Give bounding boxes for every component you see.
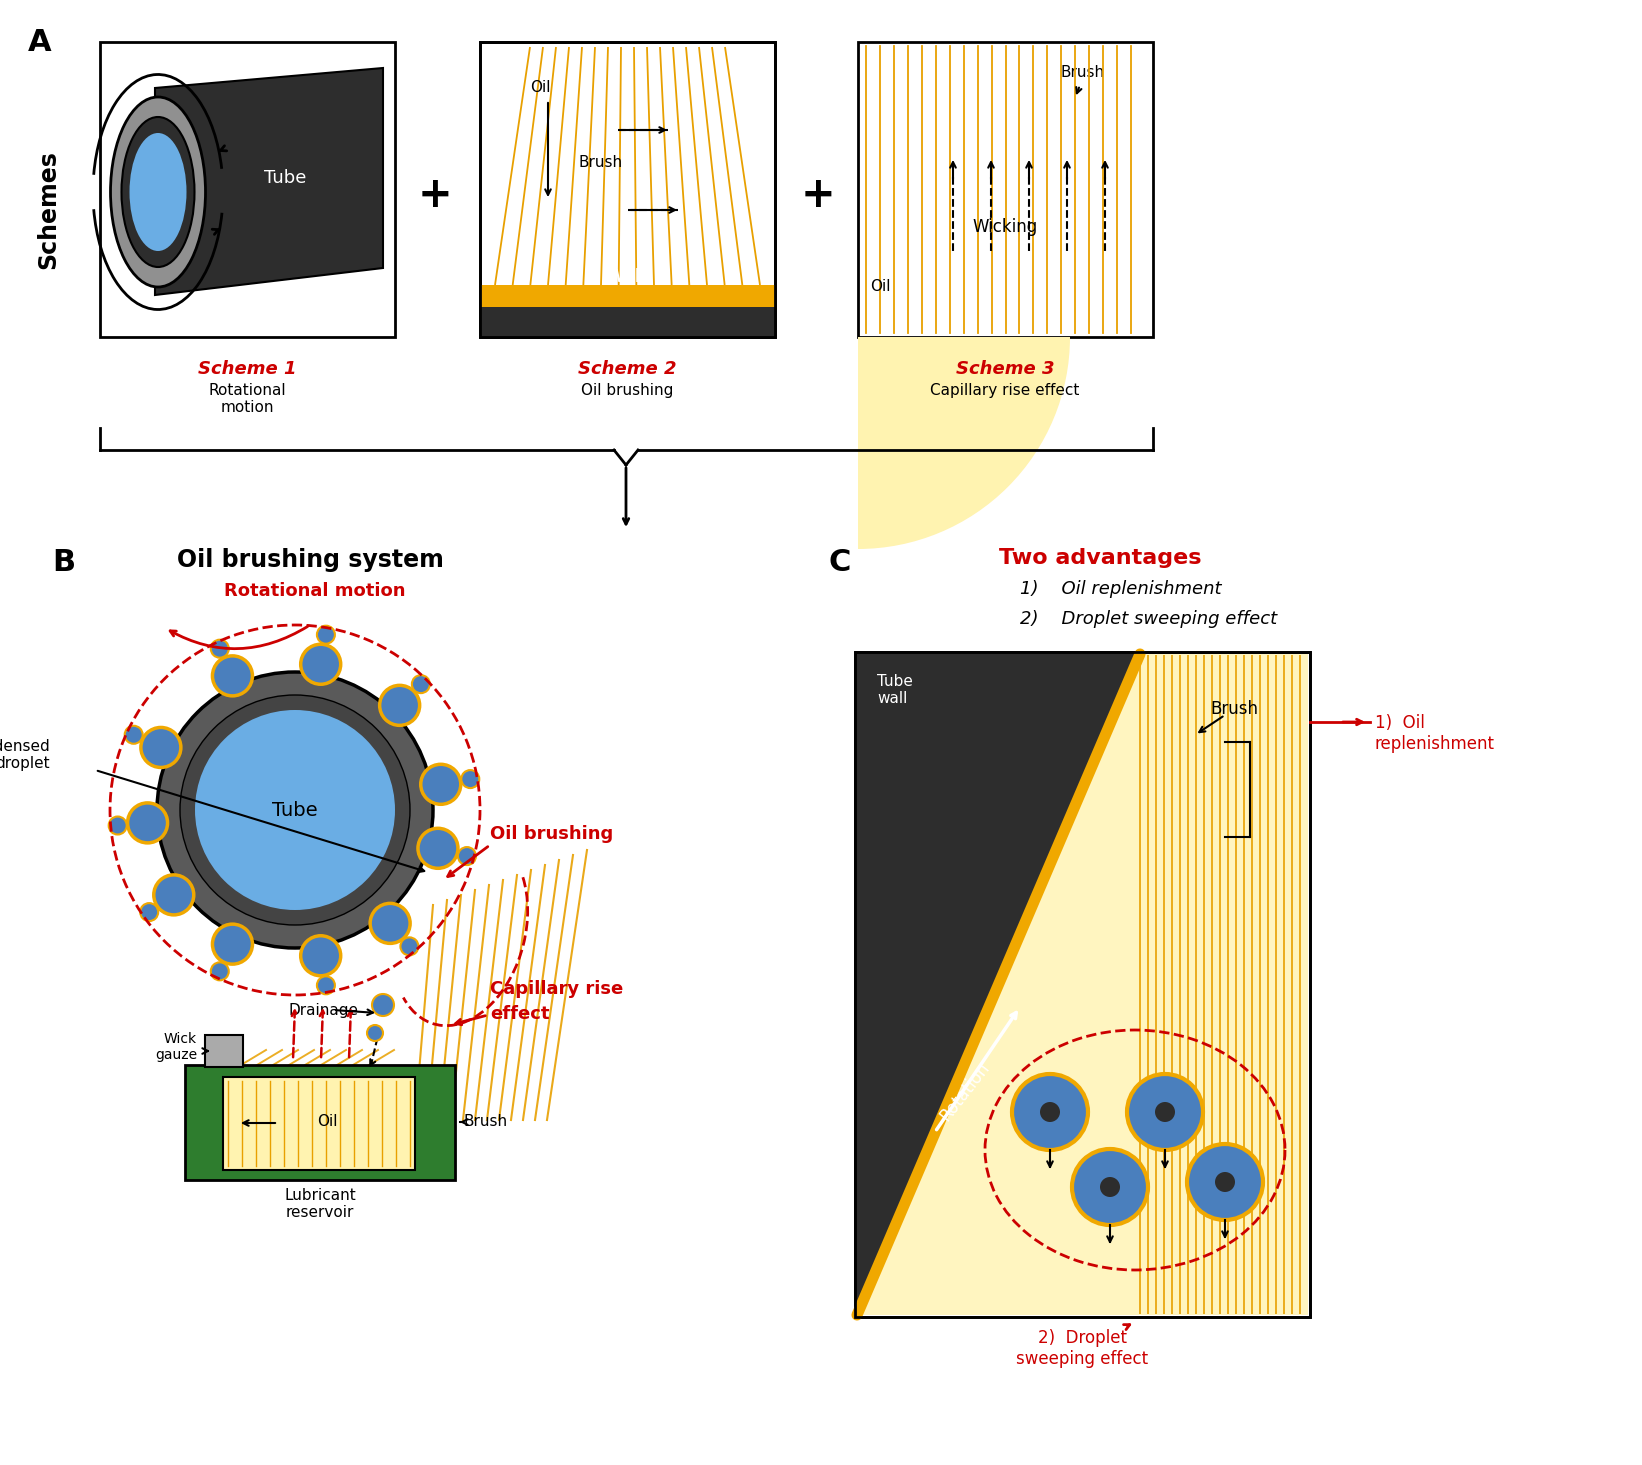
Polygon shape <box>857 653 1309 1316</box>
Circle shape <box>212 656 253 696</box>
Text: Wick
gauze: Wick gauze <box>154 1031 197 1062</box>
Wedge shape <box>859 337 1071 549</box>
Circle shape <box>461 771 479 788</box>
Text: Brush: Brush <box>1210 700 1258 718</box>
Text: Tube: Tube <box>264 168 305 188</box>
Circle shape <box>108 816 126 835</box>
Circle shape <box>1154 1102 1176 1122</box>
Ellipse shape <box>110 97 205 287</box>
Text: effect: effect <box>489 1005 550 1023</box>
Circle shape <box>1100 1176 1120 1197</box>
Text: Scheme 3: Scheme 3 <box>956 360 1054 378</box>
Circle shape <box>300 645 340 684</box>
Circle shape <box>419 828 458 869</box>
Text: Oil: Oil <box>317 1113 337 1128</box>
Bar <box>855 652 1310 1317</box>
Text: Lubricant
reservoir: Lubricant reservoir <box>284 1188 356 1220</box>
Text: Oil brushing: Oil brushing <box>581 382 673 398</box>
Circle shape <box>210 640 228 658</box>
Circle shape <box>1039 1102 1061 1122</box>
Bar <box>205 1034 243 1067</box>
Bar <box>186 1065 455 1179</box>
Text: 2)  Droplet
sweeping effect: 2) Droplet sweeping effect <box>1016 1329 1148 1368</box>
Polygon shape <box>857 653 1309 1316</box>
Circle shape <box>379 686 420 725</box>
Circle shape <box>212 924 253 964</box>
Polygon shape <box>154 67 383 294</box>
Circle shape <box>368 1026 383 1042</box>
Circle shape <box>210 963 228 980</box>
Text: Capillary rise effect: Capillary rise effect <box>931 382 1080 398</box>
Bar <box>223 1077 415 1171</box>
Circle shape <box>141 728 181 768</box>
Circle shape <box>300 936 340 976</box>
Circle shape <box>1072 1149 1148 1225</box>
Polygon shape <box>857 653 1140 1316</box>
Circle shape <box>373 993 394 1017</box>
Ellipse shape <box>122 117 194 267</box>
Text: +: + <box>801 174 836 215</box>
Circle shape <box>158 672 433 948</box>
Circle shape <box>401 938 419 955</box>
Ellipse shape <box>130 133 187 251</box>
Text: Scheme 2: Scheme 2 <box>578 360 677 378</box>
Bar <box>479 42 775 337</box>
Circle shape <box>181 694 410 924</box>
Text: A: A <box>28 28 51 57</box>
Circle shape <box>128 803 167 842</box>
Text: Oil brushing: Oil brushing <box>489 825 612 842</box>
Text: Oil: Oil <box>870 278 890 294</box>
Circle shape <box>195 711 396 910</box>
Text: Brush: Brush <box>1061 64 1103 81</box>
Text: C: C <box>828 548 851 577</box>
Text: Rotation: Rotation <box>936 1059 993 1125</box>
Text: Brush: Brush <box>463 1115 507 1130</box>
Text: Rotational: Rotational <box>209 382 286 398</box>
Circle shape <box>1215 1172 1235 1193</box>
Text: 2)    Droplet sweeping effect: 2) Droplet sweeping effect <box>1020 609 1277 628</box>
Circle shape <box>1187 1144 1263 1220</box>
Circle shape <box>369 904 410 943</box>
Text: motion: motion <box>220 400 274 415</box>
Circle shape <box>458 847 476 864</box>
Circle shape <box>1126 1074 1204 1150</box>
Bar <box>479 42 775 337</box>
Text: Schemes: Schemes <box>36 151 61 270</box>
Circle shape <box>1011 1074 1089 1150</box>
Text: Tube: Tube <box>273 800 319 819</box>
Text: Capillary rise: Capillary rise <box>489 980 624 998</box>
Text: Rotational motion: Rotational motion <box>225 582 406 601</box>
Text: 1)    Oil replenishment: 1) Oil replenishment <box>1020 580 1222 598</box>
Bar <box>479 308 775 337</box>
Text: 1)  Oil
replenishment: 1) Oil replenishment <box>1374 713 1494 753</box>
Bar <box>100 42 396 337</box>
Circle shape <box>154 875 194 914</box>
Text: Two advantages: Two advantages <box>998 548 1202 568</box>
Text: B: B <box>53 548 76 577</box>
Text: +: + <box>417 174 453 215</box>
Circle shape <box>317 626 335 643</box>
Text: Tube
wall: Tube wall <box>877 674 913 706</box>
Circle shape <box>420 765 461 804</box>
Text: Scheme 1: Scheme 1 <box>197 360 296 378</box>
Text: Brush: Brush <box>578 155 622 170</box>
Text: Condensed
droplet: Condensed droplet <box>0 738 49 771</box>
Bar <box>855 652 1310 1317</box>
Circle shape <box>412 675 430 693</box>
Text: Oil brushing system: Oil brushing system <box>177 548 443 571</box>
Text: Oil: Oil <box>530 81 550 95</box>
Text: Wall: Wall <box>608 268 647 286</box>
Circle shape <box>125 725 143 744</box>
Bar <box>859 42 1153 337</box>
Bar <box>479 286 775 308</box>
Text: Drainage: Drainage <box>287 1004 358 1018</box>
Text: Wicking: Wicking <box>972 218 1038 236</box>
Circle shape <box>140 902 158 921</box>
Circle shape <box>317 976 335 995</box>
